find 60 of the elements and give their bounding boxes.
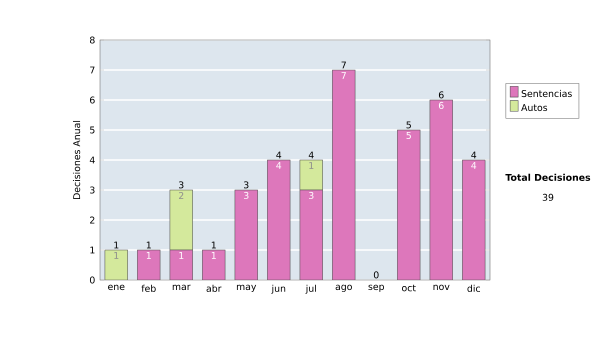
data-label: 1: [146, 252, 151, 259]
bar: [267, 160, 290, 280]
y-tick-label: 5: [90, 126, 94, 134]
data-label: 3: [308, 192, 314, 199]
data-label: 4: [471, 162, 476, 169]
x-tick-label: dic: [467, 284, 480, 292]
x-tick-label: ene: [108, 284, 124, 290]
total-label: 6: [438, 91, 444, 98]
total-label: 5: [406, 121, 411, 128]
y-tick-label: 3: [90, 186, 95, 194]
legend-label: Autos: [521, 104, 548, 112]
x-tick-label: feb: [141, 284, 156, 292]
total-label: 3: [244, 181, 248, 188]
bar: [462, 160, 486, 280]
data-label: 5: [406, 132, 411, 139]
total-label: 4: [308, 152, 314, 158]
legend-label: Sentencias: [522, 90, 572, 98]
y-tick-label: 4: [90, 156, 95, 164]
bar: [397, 130, 420, 280]
bar: [332, 70, 356, 280]
data-label: 3: [244, 192, 248, 199]
data-label: 4: [276, 162, 282, 169]
x-tick-label: may: [236, 284, 256, 292]
total-label: 4: [471, 152, 476, 158]
y-axis-title: Decisiones Anual: [72, 120, 80, 199]
total-label: 1: [114, 242, 118, 248]
bar: [430, 100, 453, 280]
total-label: 7: [342, 62, 346, 68]
x-tick-label: jun: [271, 284, 286, 294]
data-label: 1: [309, 162, 314, 169]
y-tick-label: 6: [90, 96, 95, 104]
x-tick-label: nov: [434, 284, 450, 290]
bar: [104, 250, 128, 280]
data-label: 1: [212, 252, 216, 259]
data-label: 7: [342, 72, 346, 79]
x-tick-label: sep: [368, 284, 384, 292]
bar: [137, 250, 160, 280]
x-tick-label: abr: [206, 284, 222, 292]
total-label: 1: [146, 242, 151, 248]
total-label: 0: [374, 271, 379, 278]
text: 39: [542, 194, 554, 201]
total-label: 1: [212, 242, 216, 248]
bar: [234, 190, 258, 280]
x-tick-label: oct: [402, 284, 416, 292]
y-tick-label: 2: [90, 216, 94, 224]
x-tick-label: mar: [172, 284, 191, 290]
y-tick-label: 0: [90, 276, 95, 284]
x-tick-label: ago: [336, 284, 352, 292]
data-label: 1: [179, 252, 184, 259]
data-label: 1: [114, 252, 118, 259]
y-tick-label: 1: [90, 246, 94, 254]
text: Total Decisiones: [505, 174, 590, 181]
y-tick-label: 7: [90, 66, 94, 74]
total-label: 4: [276, 152, 282, 158]
data-label: 6: [438, 102, 444, 109]
y-tick-label: 8: [90, 36, 95, 44]
x-tick-label: jul: [306, 284, 316, 294]
data-label: 2: [178, 192, 184, 199]
bar: [202, 250, 226, 280]
total-label: 3: [178, 181, 184, 188]
